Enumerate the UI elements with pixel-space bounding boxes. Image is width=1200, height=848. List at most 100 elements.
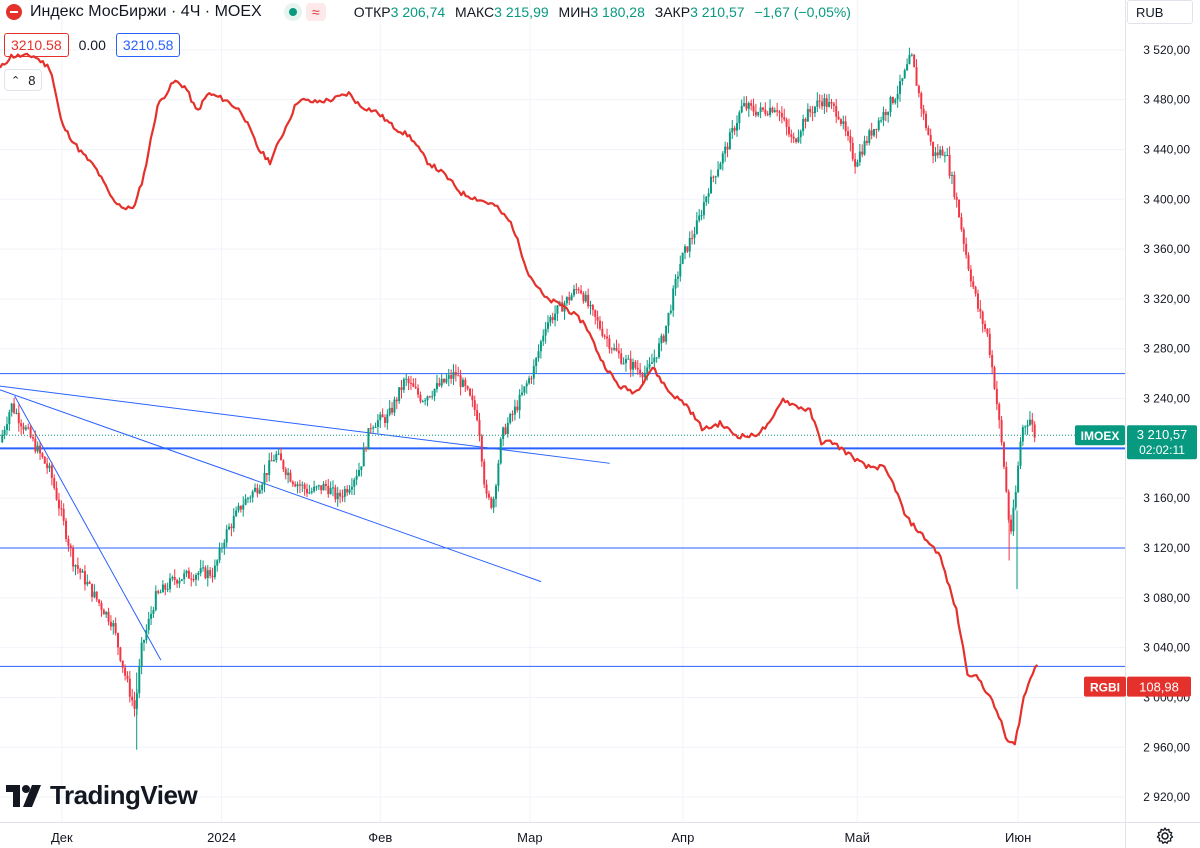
candle-body [79, 568, 82, 573]
candle-body [955, 197, 958, 200]
candle-body [39, 445, 42, 454]
candle-body [988, 333, 991, 356]
candle-body [22, 426, 25, 430]
candle-body [828, 102, 831, 107]
candle-body [572, 289, 575, 296]
trade-row: 3210.58 0.00 3210.58 [4, 33, 181, 57]
candle-body [112, 623, 115, 627]
candle-body [258, 490, 261, 494]
candle-body [98, 599, 101, 604]
change-value: −1,67 (−0,05%) [754, 4, 851, 20]
trendline[interactable] [14, 395, 162, 661]
candle-body [320, 485, 323, 491]
buy-button[interactable]: 3210.58 [115, 33, 181, 57]
candle-body [43, 456, 46, 464]
candle-body [981, 311, 984, 324]
trendlines[interactable] [0, 385, 610, 661]
candle-body [81, 571, 84, 573]
candle-body [565, 297, 568, 304]
candle-body [525, 383, 528, 387]
candle-body [811, 112, 814, 114]
candle-body [596, 316, 599, 321]
candle-body [740, 105, 743, 113]
candle-body [284, 469, 287, 476]
candle-body [870, 130, 873, 136]
chevron-up-icon: ⌃ [11, 74, 21, 87]
candle-body [733, 127, 736, 131]
candle-body [298, 484, 301, 486]
candle-body [761, 107, 764, 110]
candle-body [34, 438, 37, 452]
candle-body [537, 351, 540, 359]
candle-body [948, 154, 951, 176]
candle-body [662, 335, 665, 342]
y-tick-label: 2 960,00 [1143, 740, 1190, 754]
candle-body [759, 107, 762, 112]
candle-body [891, 97, 894, 103]
candle-body [287, 472, 290, 476]
candle-body [275, 453, 278, 461]
candle-body [953, 174, 956, 198]
candle-body [265, 473, 268, 475]
candle-body [887, 111, 890, 116]
candle-body [435, 383, 438, 390]
candle-body [877, 120, 880, 130]
candle-body [220, 547, 223, 549]
tradingview-logo[interactable]: TradingView [6, 780, 198, 811]
close-value: 3 210,57 [690, 4, 745, 20]
indicators-toggle[interactable]: ⌃ 8 [4, 69, 43, 91]
candle-body [556, 305, 559, 314]
y-tick-label: 3 520,00 [1143, 43, 1190, 57]
candle-body [804, 119, 807, 122]
trendline[interactable] [0, 385, 610, 464]
candle-body [641, 374, 644, 378]
candle-body [922, 108, 925, 114]
candle-body [263, 473, 266, 485]
candle-body [471, 395, 474, 401]
high-label: МАКС [455, 4, 495, 20]
candle-body [939, 149, 942, 156]
candle-body [773, 110, 776, 113]
candle-body [606, 336, 609, 339]
candle-body [211, 575, 214, 578]
candle-body [570, 295, 573, 301]
candle-body [185, 570, 188, 574]
spread-value: 0.00 [78, 37, 106, 53]
candle-body [20, 423, 23, 427]
candle-body [695, 220, 698, 234]
candle-body [766, 113, 769, 116]
candle-body [974, 286, 977, 294]
trendline[interactable] [0, 389, 542, 583]
candle-body [159, 592, 162, 594]
candle-body [795, 138, 798, 143]
candle-body [691, 238, 694, 240]
y-tick-label: 3 040,00 [1143, 641, 1190, 655]
candle-body [958, 199, 961, 218]
candle-body [568, 297, 571, 301]
candle-body [965, 243, 968, 256]
candle-body [634, 361, 637, 368]
candle-body [752, 105, 755, 112]
sell-button[interactable]: 3210.58 [4, 33, 69, 57]
candle-body [665, 325, 668, 342]
y-tick-label: 3 320,00 [1143, 292, 1190, 306]
price-axis[interactable]: 2 920,002 960,003 000,003 040,003 080,00… [1075, 0, 1200, 848]
candle-body [672, 288, 675, 311]
settings-gear-icon[interactable] [1155, 826, 1175, 846]
candle-body [5, 424, 8, 431]
candle-body [825, 98, 828, 107]
candle-body [105, 611, 108, 615]
candle-body [440, 378, 443, 386]
candle-body [46, 463, 49, 469]
candle-body [480, 435, 483, 462]
currency-selector[interactable]: RUB [1127, 0, 1193, 24]
candle-body [851, 142, 854, 160]
candle-body [310, 491, 313, 493]
candle-body [868, 130, 871, 143]
candle-body [237, 505, 240, 511]
symbol-title[interactable]: Индекс МосБиржи · 4Ч · MOEX [30, 3, 262, 20]
candle-body [518, 394, 521, 411]
time-axis[interactable]: Дек 2024 Фев Мар Апр Май Июн [0, 822, 1200, 846]
candle-body [712, 176, 715, 178]
